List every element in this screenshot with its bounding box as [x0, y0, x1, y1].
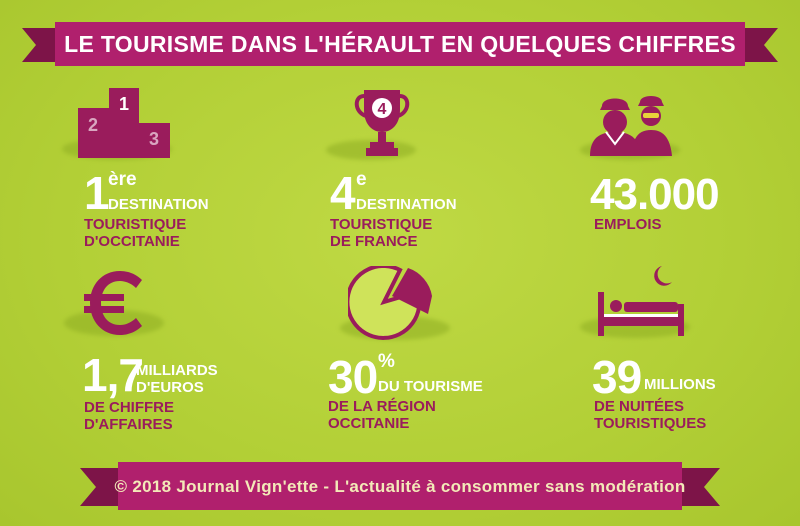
- stat-label-line2: DE CHIFFRE: [84, 399, 174, 416]
- stat-label-line1: MILLIONS: [644, 376, 716, 393]
- stat-label-line3: TOURISTIQUES: [594, 415, 707, 432]
- footer-banner: © 2018 Journal Vign'ette - L'actualité à…: [0, 462, 800, 512]
- stat-label-line1: DESTINATION: [356, 196, 457, 213]
- title-banner: LE TOURISME DANS L'HÉRAULT EN QUELQUES C…: [0, 22, 800, 68]
- stat-label-line2: EMPLOIS: [594, 216, 662, 233]
- stat-label-line1: DESTINATION: [108, 196, 209, 213]
- stat-label-line3: D'OCCITANIE: [84, 233, 180, 250]
- podium-icon: 1 2 3: [78, 88, 170, 158]
- stat-label-line1a: MILLIARDS: [136, 362, 218, 379]
- podium-third-label: 3: [149, 129, 159, 149]
- stat-big-number: 1: [84, 167, 110, 219]
- footer-credit: © 2018 Journal Vign'ette - L'actualité à…: [114, 477, 686, 496]
- workers-icon: [590, 96, 672, 156]
- page-title: LE TOURISME DANS L'HÉRAULT EN QUELQUES C…: [64, 31, 736, 57]
- stat-label-line2: DE LA RÉGION: [328, 398, 436, 415]
- podium-first-label: 1: [119, 94, 129, 114]
- bed-moon-icon: [598, 266, 684, 336]
- stat-big-number: 39: [592, 351, 642, 403]
- stat-superscript: ère: [108, 169, 137, 190]
- stat-big-number: 4: [330, 167, 356, 219]
- pie-chart-icon: [348, 266, 432, 340]
- trophy-icon: 4: [354, 90, 410, 156]
- stat-label-line2: DE NUITÉES: [594, 398, 685, 415]
- stat-big-number: 43.000: [590, 170, 720, 219]
- stat-label-line3: D'AFFAIRES: [84, 416, 173, 433]
- stat-label-line1b: D'EUROS: [136, 379, 204, 396]
- stat-label-line2: TOURISTIQUE: [84, 216, 187, 233]
- trophy-number: 4: [378, 101, 387, 118]
- stat-superscript: e: [356, 169, 367, 190]
- stat-big-number: 30: [328, 351, 378, 403]
- stat-label-line3: DE FRANCE: [330, 233, 418, 250]
- podium-second-label: 2: [88, 115, 98, 135]
- euro-icon: [84, 271, 142, 335]
- stat-label-line3: OCCITANIE: [328, 415, 410, 432]
- stat-label-line2: TOURISTIQUE: [330, 216, 433, 233]
- stat-big-number: 1,7: [82, 349, 144, 401]
- stat-label-line1: DU TOURISME: [378, 378, 483, 395]
- stat-superscript: %: [378, 351, 395, 372]
